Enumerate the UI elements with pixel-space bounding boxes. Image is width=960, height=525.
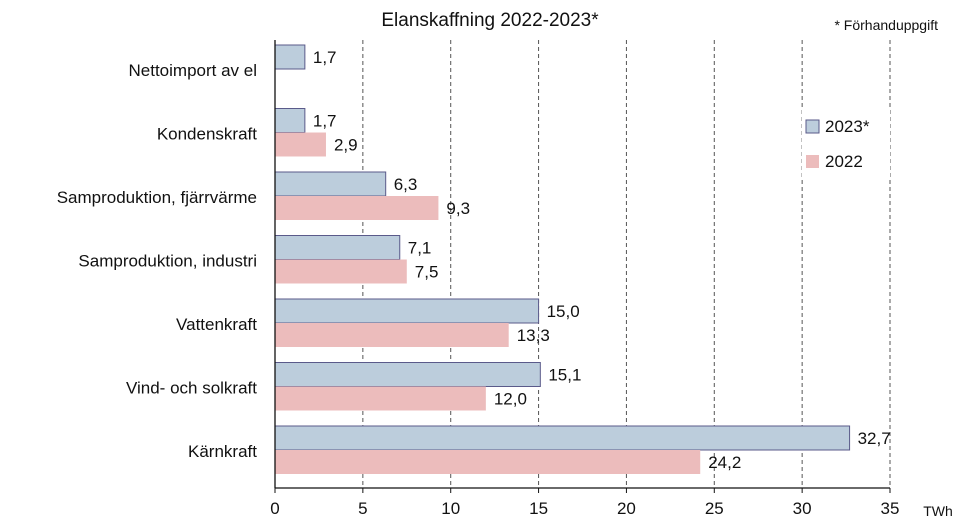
value-label: 1,7 bbox=[313, 112, 337, 131]
category-label: Samproduktion, fjärrvärme bbox=[57, 188, 257, 207]
legend: 2023* 2022 bbox=[802, 108, 890, 178]
legend-swatch bbox=[805, 119, 820, 134]
value-label: 6,3 bbox=[394, 175, 418, 194]
category-label: Nettoimport av el bbox=[129, 61, 258, 80]
legend-label: 2023* bbox=[825, 117, 870, 136]
value-label: 32,7 bbox=[858, 429, 891, 448]
category-label: Samproduktion, industri bbox=[78, 252, 257, 271]
value-label: 13,3 bbox=[517, 326, 550, 345]
category-label: Vattenkraft bbox=[176, 315, 257, 334]
axes bbox=[274, 40, 890, 489]
x-tick-label: 25 bbox=[705, 499, 724, 518]
bar bbox=[274, 362, 541, 387]
bar bbox=[275, 450, 701, 474]
x-tick-label: 20 bbox=[617, 499, 636, 518]
bar bbox=[274, 108, 306, 133]
legend-label: 2022 bbox=[825, 152, 863, 171]
value-label: 1,7 bbox=[313, 48, 337, 67]
value-label: 15,0 bbox=[547, 302, 580, 321]
bar bbox=[274, 235, 401, 260]
bar bbox=[274, 171, 387, 197]
legend-swatch bbox=[806, 155, 819, 168]
x-tick-labels: 0 5 10 15 20 25 30 35 bbox=[270, 488, 899, 518]
category-labels: Nettoimport av el Kondenskraft Samprodukti… bbox=[57, 61, 258, 461]
bar bbox=[274, 298, 540, 324]
value-label: 2,9 bbox=[334, 136, 358, 155]
category-label: Vind- och solkraft bbox=[126, 379, 257, 398]
x-tick-label: 15 bbox=[529, 499, 548, 518]
bar bbox=[275, 132, 326, 157]
value-label: 15,1 bbox=[548, 366, 581, 385]
x-tick-label: 35 bbox=[881, 499, 900, 518]
bar bbox=[274, 425, 851, 451]
bar bbox=[275, 196, 439, 220]
x-tick-label: 0 bbox=[270, 499, 279, 518]
x-unit-label: TWh bbox=[923, 503, 953, 519]
bar bbox=[274, 44, 306, 70]
value-label: 7,1 bbox=[408, 239, 432, 258]
bar bbox=[275, 386, 486, 411]
category-label: Kondenskraft bbox=[157, 125, 257, 144]
bar bbox=[275, 259, 407, 284]
x-tick-label: 30 bbox=[793, 499, 812, 518]
value-label: 9,3 bbox=[446, 199, 470, 218]
category-label: Kärnkraft bbox=[188, 442, 257, 461]
value-label: 12,0 bbox=[494, 390, 527, 409]
x-tick-label: 10 bbox=[441, 499, 460, 518]
gridlines bbox=[362, 40, 891, 488]
bars: 1,7 1,7 2,9 6,3 9,3 7,1 7,5 15,0 13,3 15,1 12,0 32,… bbox=[274, 44, 891, 474]
value-label: 24,2 bbox=[708, 453, 741, 472]
x-tick-label: 5 bbox=[358, 499, 367, 518]
value-label: 7,5 bbox=[415, 263, 439, 282]
chart-footnote: * Förhanduppgift bbox=[834, 17, 938, 33]
chart-title: Elanskaffning 2022-2023* bbox=[381, 10, 599, 31]
bar bbox=[275, 323, 509, 347]
